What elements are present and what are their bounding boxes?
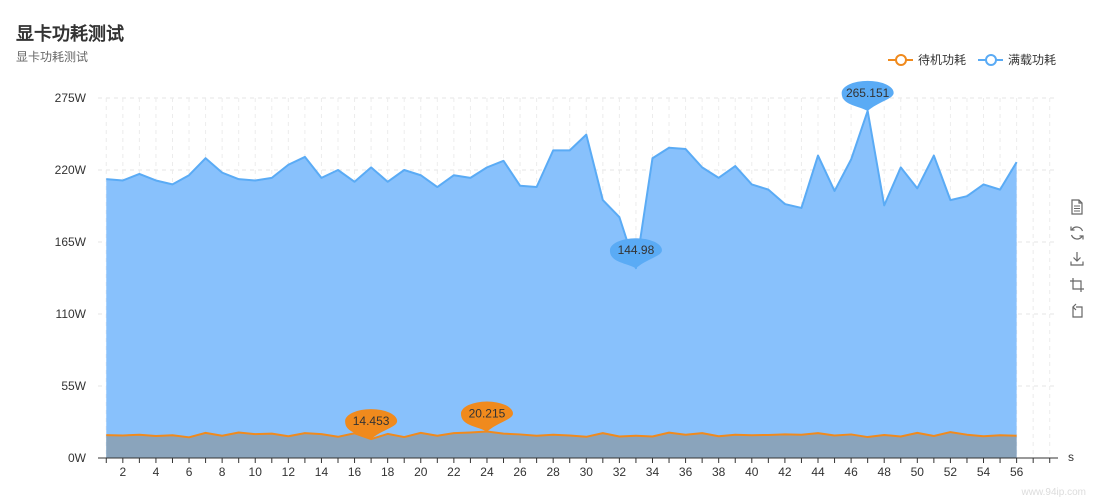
y-tick-label: 220W: [55, 163, 87, 177]
x-tick-label: 16: [348, 465, 362, 479]
x-tick-label: 54: [977, 465, 991, 479]
marker-label: 20.215: [469, 407, 506, 421]
x-tick-label: 44: [811, 465, 825, 479]
x-tick-label: 30: [580, 465, 594, 479]
marker-pin: [841, 80, 894, 111]
y-tick-label: 55W: [61, 379, 86, 393]
x-tick-label: 36: [679, 465, 693, 479]
x-tick-label: 24: [480, 465, 494, 479]
x-tick-label: 42: [778, 465, 792, 479]
marker-pin: [460, 401, 513, 432]
y-tick-label: 110W: [56, 307, 87, 321]
series-line-idle: [106, 430, 1017, 441]
zoom-reset-icon[interactable]: [1068, 302, 1086, 320]
x-tick-label: 6: [186, 465, 193, 479]
marker-pin: [609, 238, 662, 269]
chart-title: 显卡功耗测试: [16, 24, 124, 44]
restore-icon[interactable]: [1068, 224, 1086, 242]
series-area-full-load: [106, 110, 1017, 458]
series-line-full-load: [106, 109, 1018, 270]
x-tick-label: 46: [844, 465, 858, 479]
x-tick-label: 2: [119, 465, 126, 479]
x-tick-label: 22: [447, 465, 461, 479]
marker-label: 144.98: [618, 243, 655, 257]
legend-item-full[interactable]: 满载功耗: [977, 51, 1056, 68]
chart-toolbox: [1068, 198, 1086, 320]
zoom-icon[interactable]: [1068, 276, 1086, 294]
x-tick-label: 8: [219, 465, 226, 479]
marker-label: 265.151: [846, 86, 890, 100]
series-area-idle: [106, 431, 1017, 458]
x-tick-label: 52: [944, 465, 958, 479]
legend-swatch-idle: [887, 53, 913, 67]
data-view-icon[interactable]: [1068, 198, 1086, 216]
legend-swatch-full: [977, 53, 1003, 67]
x-tick-label: 56: [1010, 465, 1024, 479]
legend-label-idle: 待机功耗: [917, 53, 966, 67]
x-tick-label: 20: [414, 465, 428, 479]
marker-pin: [345, 409, 398, 440]
x-tick-label: 4: [153, 465, 160, 479]
x-tick-label: 32: [613, 465, 627, 479]
y-tick-label: 165W: [55, 235, 87, 249]
legend-label-full: 满载功耗: [1007, 53, 1056, 67]
x-tick-label: 34: [646, 465, 660, 479]
x-tick-label: 40: [745, 465, 759, 479]
chart-subtitle: 显卡功耗测试: [16, 50, 89, 64]
x-axis-label: s: [1068, 450, 1074, 464]
x-tick-label: 38: [712, 465, 726, 479]
x-tick-label: 50: [911, 465, 925, 479]
marker-label: 14.453: [353, 414, 390, 428]
x-tick-label: 12: [282, 465, 296, 479]
x-tick-label: 10: [249, 465, 263, 479]
save-image-icon[interactable]: [1068, 250, 1086, 268]
y-tick-label: 0W: [68, 451, 87, 465]
x-tick-label: 26: [513, 465, 527, 479]
x-tick-label: 18: [381, 465, 395, 479]
legend-item-idle[interactable]: 待机功耗: [887, 51, 966, 68]
y-tick-label: 275W: [55, 91, 87, 105]
x-tick-label: 14: [315, 465, 329, 479]
watermark: www.94ip.com: [1021, 487, 1086, 498]
x-tick-label: 28: [546, 465, 560, 479]
x-tick-label: 48: [878, 465, 892, 479]
chart-legend: 待机功耗 满载功耗: [887, 51, 1056, 68]
